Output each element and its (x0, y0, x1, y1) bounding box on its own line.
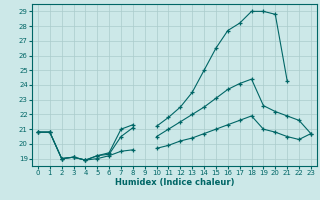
X-axis label: Humidex (Indice chaleur): Humidex (Indice chaleur) (115, 178, 234, 187)
